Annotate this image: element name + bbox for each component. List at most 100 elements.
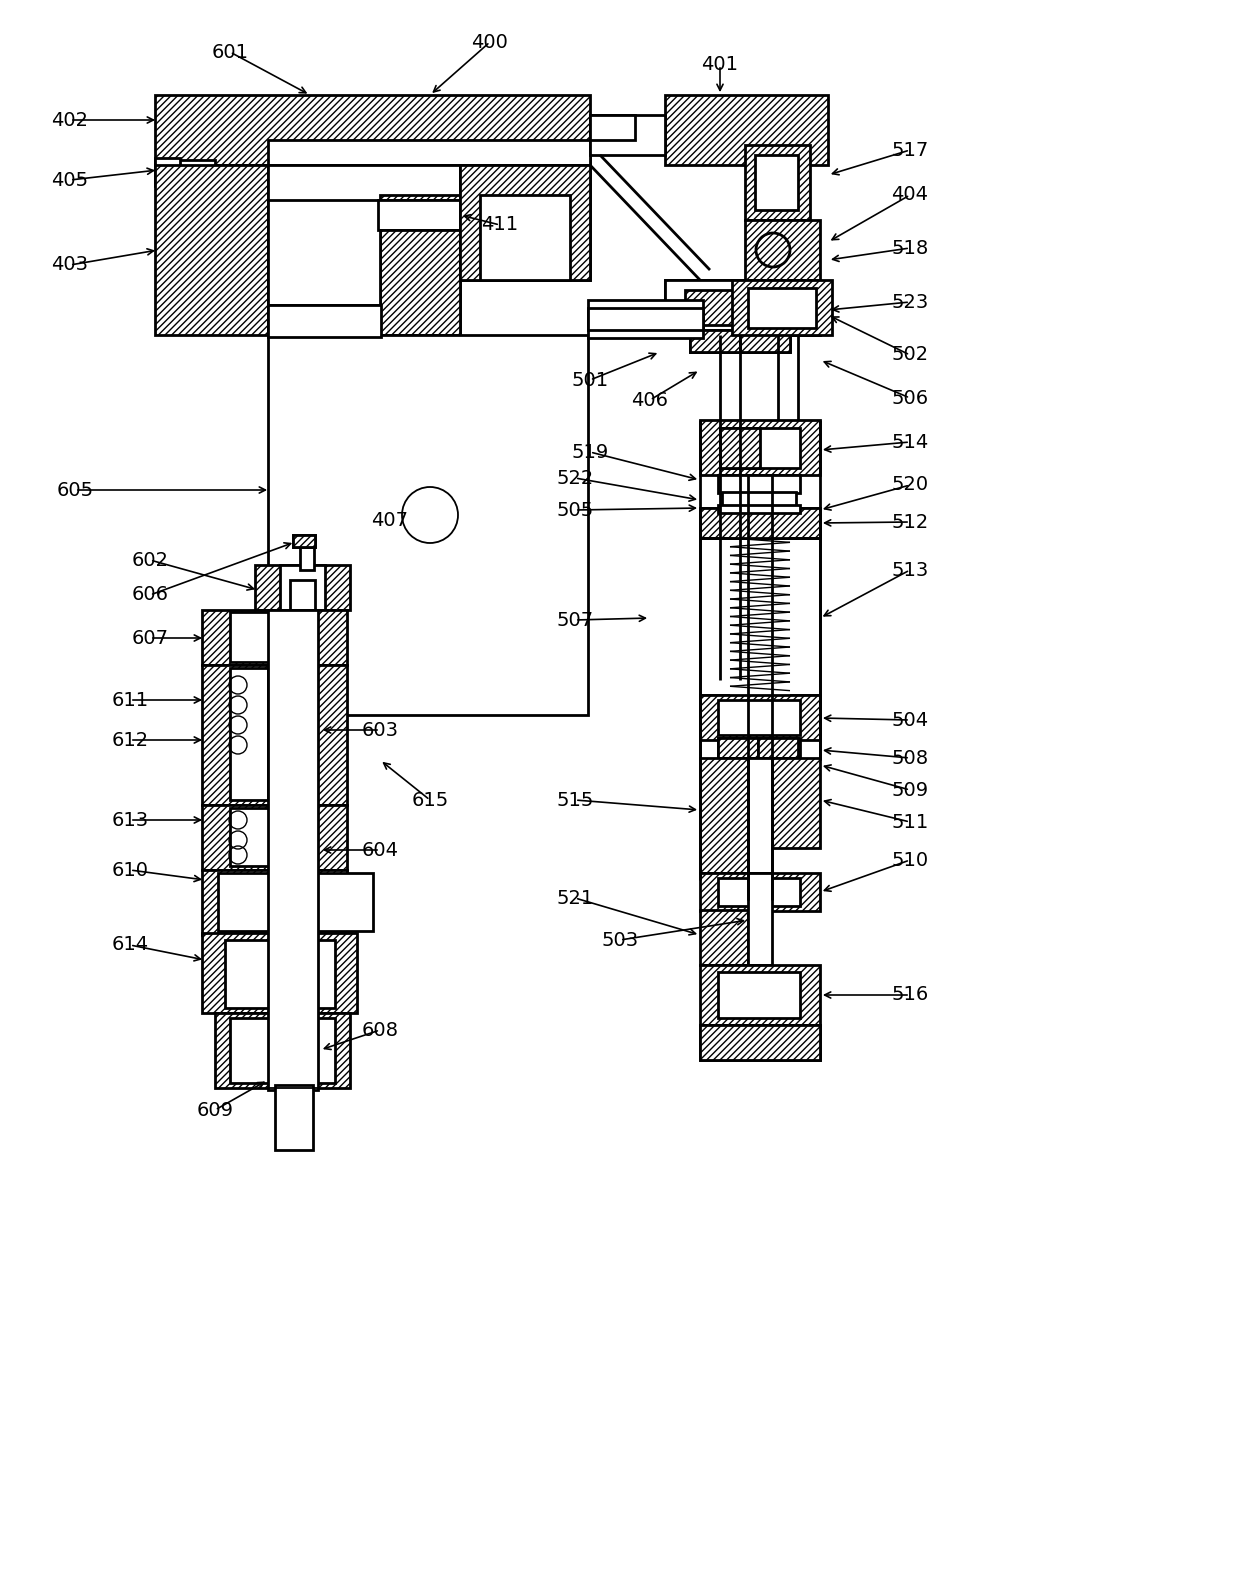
Bar [722,492,796,508]
Text: 509: 509 [892,780,929,799]
Bar [155,161,215,185]
Text: 514: 514 [892,433,929,452]
Text: 609: 609 [196,1100,233,1119]
Bar [275,1086,312,1149]
Bar [588,307,703,330]
Bar [720,428,760,468]
Bar [701,1025,820,1060]
Text: 612: 612 [112,731,149,750]
Bar [229,611,315,662]
Text: 508: 508 [892,748,929,767]
Bar [202,806,347,869]
Text: 520: 520 [892,476,929,495]
Text: 401: 401 [702,56,739,75]
Text: 510: 510 [892,850,929,869]
Bar [268,610,317,1091]
Bar [300,544,314,570]
Text: 507: 507 [557,610,594,629]
Text: 502: 502 [892,345,929,365]
Bar [280,565,325,610]
Bar [718,700,800,736]
Bar [460,166,590,280]
Bar [701,965,820,1025]
Text: 606: 606 [131,586,169,605]
Bar [684,290,800,325]
Bar [155,96,590,166]
Bar [480,194,570,280]
Text: 607: 607 [131,629,169,648]
Bar [701,872,820,911]
Text: 517: 517 [892,140,929,159]
Text: 610: 610 [112,861,149,879]
Bar [378,201,477,229]
Bar [293,535,315,548]
Polygon shape [745,220,820,280]
Text: 404: 404 [892,186,929,204]
Text: 503: 503 [601,930,639,949]
Text: 613: 613 [112,810,149,829]
Text: 611: 611 [112,691,149,710]
Bar [218,872,373,931]
Text: 512: 512 [892,513,929,532]
Text: 601: 601 [212,43,248,62]
Bar [255,565,350,610]
Text: 505: 505 [557,500,594,519]
Bar [290,579,315,615]
Text: 403: 403 [52,255,88,274]
Bar [720,428,800,468]
Bar [718,505,800,513]
Bar [732,280,832,334]
Bar [293,535,315,548]
Bar [773,758,820,849]
Text: 605: 605 [57,481,93,500]
Text: 407: 407 [372,511,408,530]
Bar [701,508,820,538]
Bar [268,306,381,338]
Bar [665,280,820,334]
Text: 411: 411 [481,215,518,234]
Bar [229,1017,335,1083]
Bar [718,973,800,1017]
Bar [701,758,748,872]
Text: 608: 608 [362,1020,398,1040]
Bar [215,1013,350,1087]
Bar [268,334,588,715]
Bar [268,201,379,330]
Text: 521: 521 [557,888,594,907]
Bar [701,696,820,740]
Bar [224,939,335,1008]
Bar [229,809,315,866]
Text: 402: 402 [52,110,88,129]
Bar [155,166,268,334]
Bar [748,758,773,872]
Bar [718,739,800,758]
Bar [665,96,828,166]
Text: 614: 614 [112,936,149,955]
Bar [701,1025,820,1060]
Text: 604: 604 [362,841,398,860]
Bar [202,665,347,806]
Text: 506: 506 [892,388,929,408]
Bar [718,474,800,494]
Text: 602: 602 [131,551,169,570]
Bar [689,330,740,352]
Text: 615: 615 [412,791,449,809]
Text: 511: 511 [892,812,929,831]
Text: 406: 406 [631,390,668,409]
Text: 603: 603 [362,721,398,740]
Bar [155,158,180,186]
Bar [202,869,347,935]
Text: 523: 523 [892,293,929,312]
Bar [590,115,665,154]
Text: 519: 519 [572,443,609,462]
Text: 518: 518 [892,239,929,258]
Bar [701,508,820,538]
Text: 515: 515 [557,791,594,809]
Bar [701,420,820,474]
Bar [701,911,748,965]
Bar [268,166,460,334]
Bar [202,610,347,665]
Bar [718,879,800,906]
Bar [202,933,357,1013]
Bar [379,194,460,334]
